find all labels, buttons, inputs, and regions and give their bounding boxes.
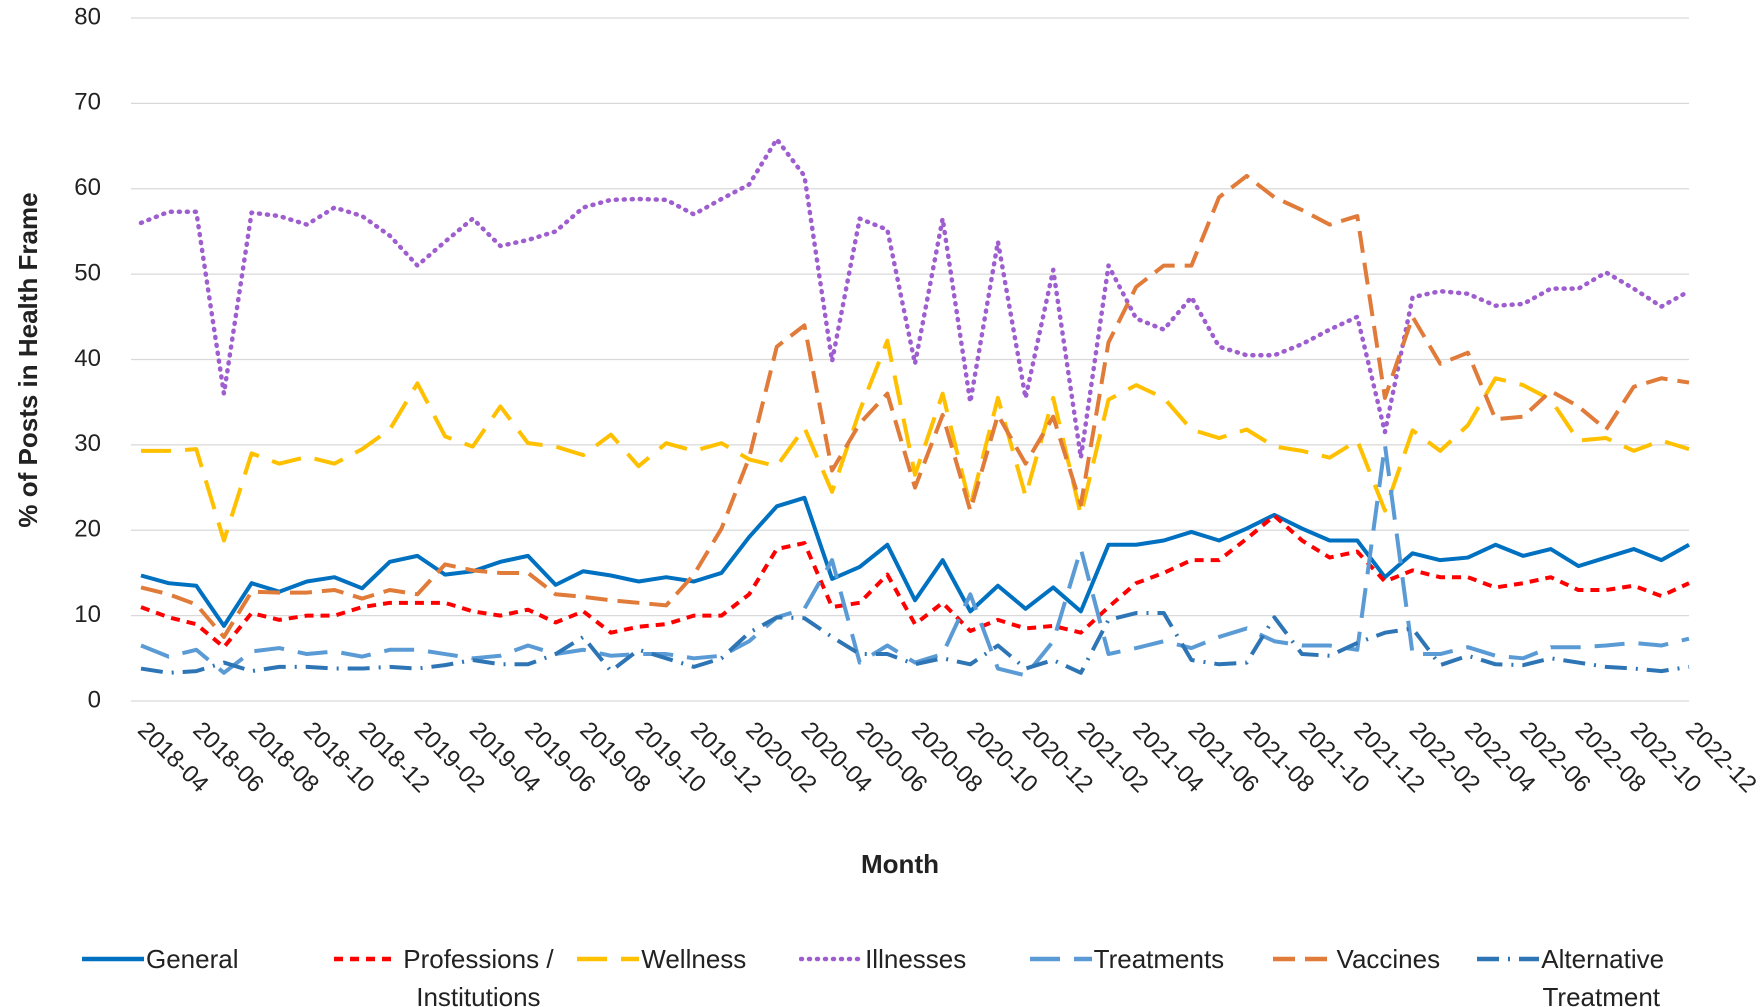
legend-item: Vaccines	[1271, 940, 1462, 1007]
y-axis-title: % of Posts in Health Frame	[13, 192, 43, 527]
series-line	[141, 338, 1690, 543]
legend-swatch	[1272, 956, 1335, 962]
series-line	[140, 495, 1690, 628]
y-tick-label: 20	[74, 516, 101, 543]
legend: General Professions / Institutions Wellnes…	[80, 940, 1680, 1007]
legend-label: Professions / Institutions	[403, 944, 554, 1007]
x-axis-title: Month	[861, 849, 939, 879]
y-tick-label: 30	[74, 430, 101, 457]
y-tick-label: 50	[74, 259, 101, 286]
legend-item: Illnesses	[799, 940, 1014, 1007]
legend-label: General	[146, 944, 239, 974]
legend-swatch	[799, 956, 866, 962]
legend-label: Treatments	[1093, 944, 1225, 974]
legend-item: Wellness	[575, 940, 785, 1007]
series-line	[140, 173, 1690, 639]
legend-item: Treatments	[1028, 940, 1257, 1007]
legend-swatch	[1477, 956, 1540, 962]
series-line	[140, 513, 1690, 650]
chart: % of Posts in Health Frame Month 0 10 20 30…	[13, 3, 1762, 879]
legend-item: General	[80, 940, 318, 1007]
y-tick-label: 80	[74, 3, 101, 30]
y-tick-label: 70	[74, 89, 101, 116]
series-line	[138, 136, 1692, 460]
legend-label: Wellness	[641, 944, 747, 974]
legend-swatch	[82, 956, 144, 962]
y-tick-label: 0	[88, 686, 101, 713]
legend-swatch	[334, 956, 397, 962]
series-line	[140, 611, 1690, 675]
series-line	[140, 442, 1690, 678]
legend-label: Illnesses	[865, 944, 967, 974]
y-tick-label: 10	[74, 601, 101, 628]
y-tick-label: 60	[74, 174, 101, 201]
legend-swatch	[1029, 956, 1092, 962]
legend-label: Vaccines	[1336, 944, 1441, 974]
legend-item: Professions / Institutions	[332, 940, 561, 1007]
legend-label: Alternative Treatment	[1541, 944, 1665, 1007]
legend-item: Alternative Treatment	[1475, 940, 1666, 1007]
legend-swatch	[577, 956, 640, 962]
y-tick-label: 40	[74, 345, 101, 372]
